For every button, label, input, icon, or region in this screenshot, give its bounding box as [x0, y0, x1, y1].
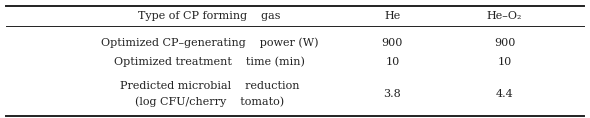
Text: He–O₂: He–O₂: [487, 11, 522, 21]
Text: 900: 900: [494, 38, 515, 48]
Text: Optimized treatment    time (min): Optimized treatment time (min): [114, 57, 305, 67]
Text: He: He: [384, 11, 401, 21]
Text: (log CFU/cherry    tomato): (log CFU/cherry tomato): [135, 97, 284, 107]
Text: 4.4: 4.4: [496, 89, 513, 99]
Text: Optimized CP–generating    power (W): Optimized CP–generating power (W): [101, 38, 318, 48]
Text: Predicted microbial    reduction: Predicted microbial reduction: [120, 81, 299, 91]
Text: 3.8: 3.8: [384, 89, 401, 99]
Text: 900: 900: [382, 38, 403, 48]
Text: 10: 10: [385, 57, 399, 67]
Text: Type of CP forming    gas: Type of CP forming gas: [138, 11, 281, 21]
Text: 10: 10: [497, 57, 512, 67]
